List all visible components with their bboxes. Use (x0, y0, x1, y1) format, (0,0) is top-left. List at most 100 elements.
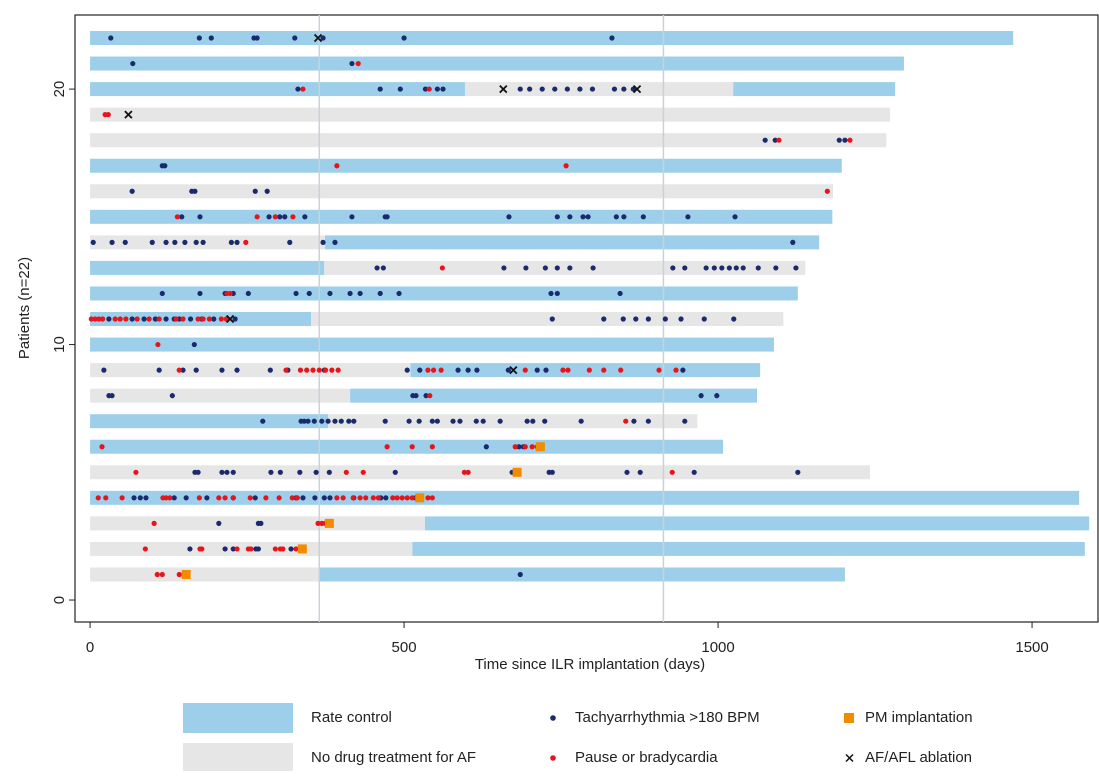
event-dot (565, 367, 571, 373)
event-dot (219, 367, 225, 373)
event-dot (159, 571, 165, 578)
event-dot (272, 546, 278, 552)
event-dot (131, 495, 137, 501)
event-dot (601, 367, 607, 373)
event-dot (197, 214, 203, 220)
event-dot (268, 469, 274, 475)
event-dot (422, 86, 429, 92)
event-dot (335, 367, 341, 373)
treatment-bar (90, 286, 798, 301)
event-dot (662, 316, 668, 322)
event-dot (399, 495, 405, 501)
event-dot (585, 214, 591, 220)
event-dot (338, 418, 344, 424)
event-dot (193, 367, 199, 373)
treatment-bar (90, 260, 325, 275)
event-dot (302, 214, 308, 220)
event-dot (731, 316, 737, 322)
event-dot (589, 86, 596, 92)
event-dot (297, 469, 303, 475)
event-dot (714, 393, 720, 399)
treatment-bar (311, 312, 784, 327)
event-dot (554, 290, 560, 297)
event-dot (793, 265, 799, 271)
event-dot (232, 316, 238, 322)
event-dot (703, 265, 709, 271)
event-dot (439, 265, 445, 271)
treatment-bar (90, 388, 351, 403)
event-dot (187, 546, 193, 552)
legend-item: Rate control (183, 703, 392, 733)
event-dot (167, 495, 173, 501)
event-dot (517, 571, 523, 578)
event-dot (429, 418, 435, 424)
event-dot (266, 214, 272, 220)
event-dot (542, 265, 548, 271)
event-dot (300, 86, 306, 92)
treatment-bar (328, 414, 698, 429)
event-dot (396, 290, 402, 297)
event-dot (351, 418, 357, 424)
treatment-bar (350, 388, 757, 403)
event-dot (313, 469, 319, 475)
event-dot (401, 35, 407, 41)
legend-swatch (183, 743, 293, 773)
event-dot (272, 214, 278, 220)
event-dot (141, 316, 147, 322)
event-dot (438, 367, 444, 373)
event-dot (474, 367, 480, 373)
event-dot (277, 214, 283, 220)
event-dot (417, 367, 423, 373)
event-dot (130, 60, 136, 67)
event-dot (349, 60, 355, 67)
event-dot (776, 137, 782, 143)
event-dot (327, 495, 333, 501)
event-dot (480, 418, 486, 424)
event-dot (455, 367, 461, 373)
event-dot (346, 418, 352, 424)
event-dot (370, 495, 376, 501)
event-dot (196, 495, 202, 501)
legend-item: PM implantation (844, 709, 973, 726)
event-dot (577, 86, 583, 92)
event-dot (523, 265, 529, 271)
event-dot (426, 86, 432, 92)
event-dot (316, 367, 322, 373)
event-dot (394, 495, 400, 501)
event-dot (267, 367, 273, 373)
event-dot (795, 469, 801, 475)
event-dot (142, 546, 148, 552)
event-dot (680, 367, 686, 373)
event-dot (206, 316, 212, 322)
event-dot (343, 469, 349, 475)
event-dot (773, 265, 779, 271)
event-dot (290, 214, 296, 220)
event-dot (762, 137, 768, 143)
event-dot (258, 520, 264, 526)
event-dot (332, 239, 338, 245)
event-dot (196, 35, 202, 41)
event-dot (99, 444, 105, 450)
event-dot (88, 316, 94, 322)
event-dot (247, 495, 253, 501)
event-dot (611, 86, 618, 92)
event-dot (384, 214, 390, 220)
event-dot (497, 418, 503, 424)
event-dot (293, 290, 299, 297)
event-dot (473, 418, 479, 424)
x-tick-label: 500 (392, 639, 417, 656)
event-dot (527, 86, 533, 92)
treatment-bar (412, 541, 1085, 556)
event-dot (434, 418, 440, 424)
event-dot (174, 214, 180, 220)
event-square (297, 544, 307, 554)
event-dot (320, 35, 326, 41)
event-dot (197, 290, 203, 297)
event-dot (384, 444, 390, 450)
event-dot (529, 444, 535, 450)
event-dot (156, 367, 162, 373)
event-dot (669, 469, 675, 475)
event-dot (429, 495, 435, 501)
event-dot (673, 367, 679, 373)
event-dot (315, 520, 321, 526)
